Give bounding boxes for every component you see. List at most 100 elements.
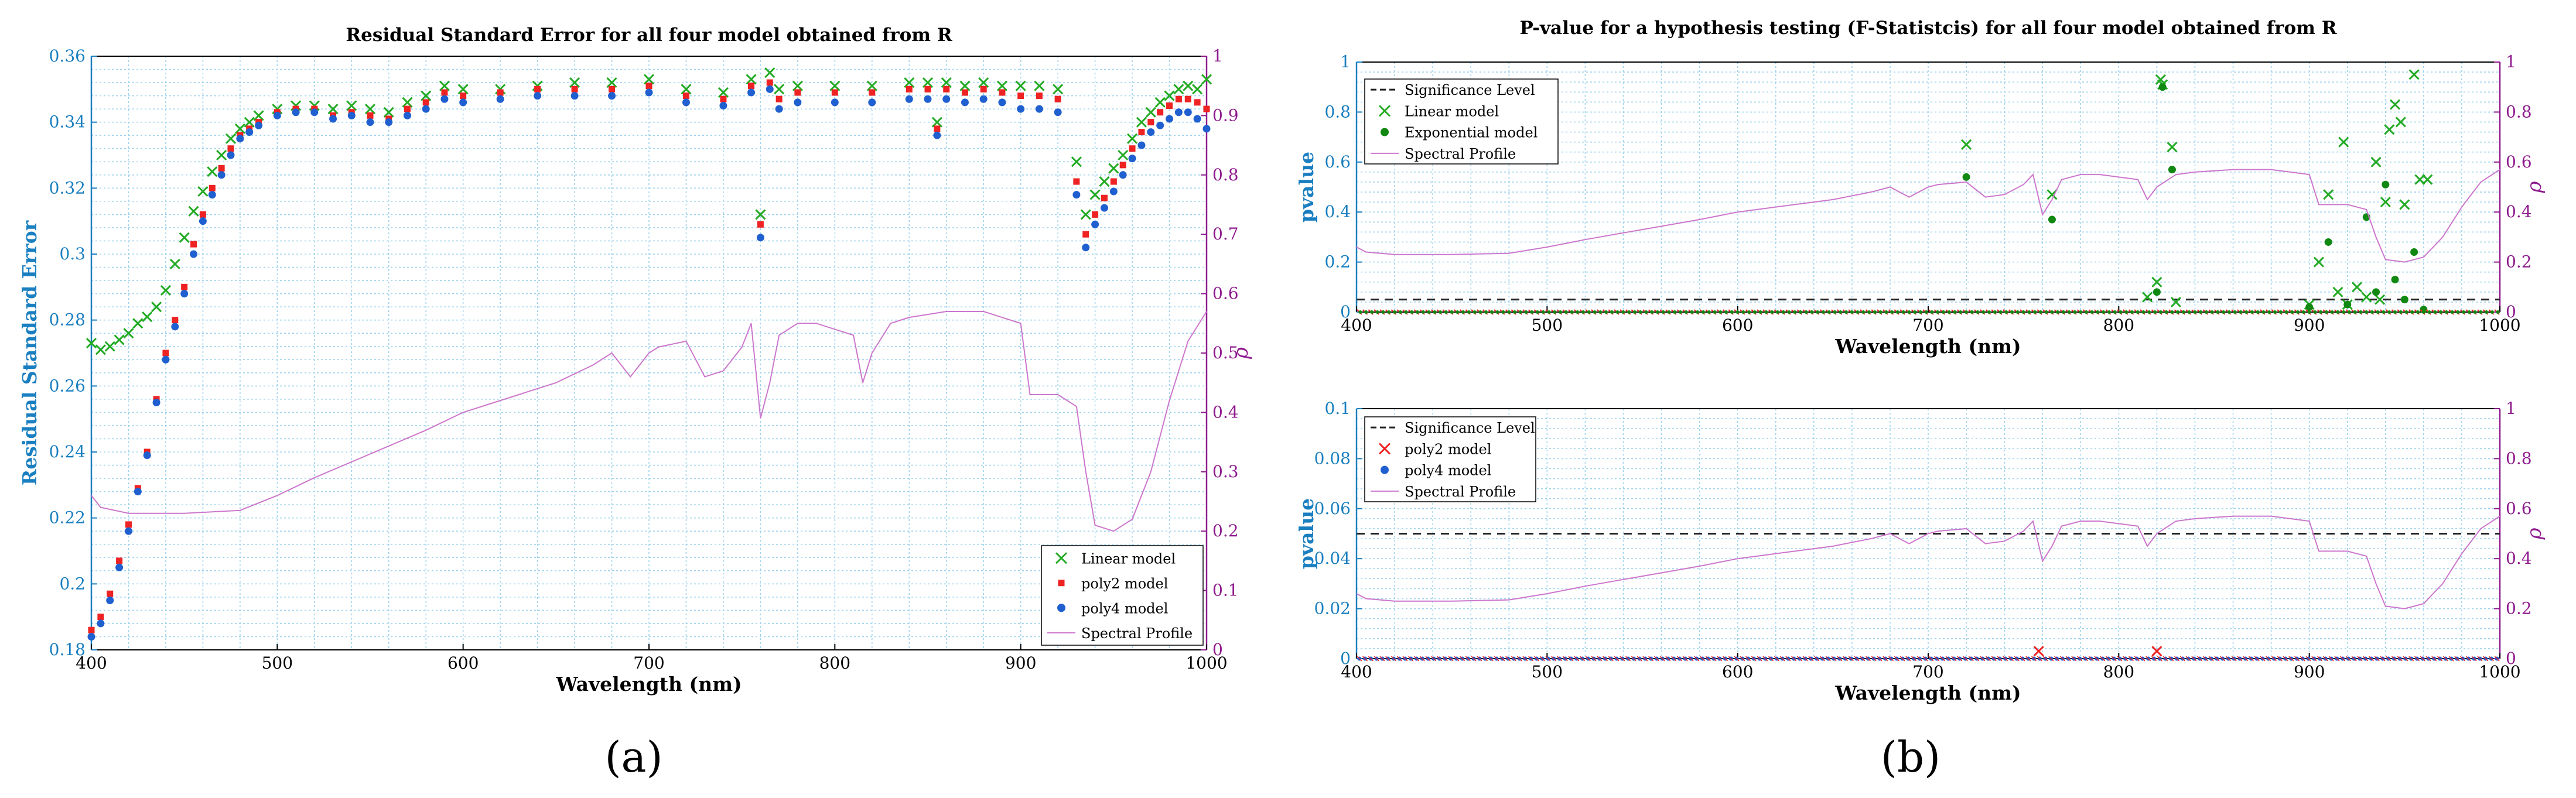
zero-marker: [2351, 656, 2357, 662]
zero-marker: [1970, 310, 1974, 314]
zero-marker: [2216, 310, 2220, 314]
data-point: [162, 355, 170, 364]
data-point: [866, 80, 877, 91]
zero-marker: [1381, 310, 1385, 314]
zero-marker: [1673, 310, 1677, 314]
zero-marker: [1676, 656, 1682, 662]
zero-marker: [1774, 656, 1779, 662]
data-point: [2361, 292, 2372, 303]
zero-marker: [1364, 310, 1368, 314]
data-point: [1100, 204, 1108, 212]
data-point: [115, 563, 124, 571]
zero-marker: [2151, 656, 2157, 662]
zero-marker: [1939, 656, 1945, 662]
zero-marker: [1408, 656, 1414, 662]
zero-marker: [2288, 656, 2294, 662]
data-point: [496, 95, 504, 103]
zero-marker: [1740, 656, 1745, 662]
data-point: [924, 95, 932, 103]
zero-marker: [2403, 656, 2408, 662]
y-tick-label: 0.2: [1324, 252, 1351, 272]
zero-marker: [1387, 310, 1391, 314]
zero-marker: [2077, 656, 2083, 662]
zero-marker: [2082, 656, 2088, 662]
data-point: [1127, 133, 1138, 144]
zero-marker: [1913, 310, 1917, 314]
zero-marker: [1696, 310, 1700, 314]
data-point: [2351, 282, 2363, 293]
right-y-tick-label: 1: [2506, 52, 2516, 71]
legend-swatch: [1057, 604, 1065, 612]
zero-marker: [2266, 656, 2271, 662]
data-point: [95, 344, 106, 355]
zero-marker: [1553, 310, 1557, 314]
right-y-tick-label: 0.8: [2506, 448, 2532, 468]
zero-marker: [2485, 310, 2489, 314]
y-tick-label: 0.28: [49, 310, 86, 330]
zero-marker: [1579, 656, 1586, 662]
legend-swatch: [1055, 552, 1068, 564]
zero-marker: [1764, 310, 1768, 314]
data-point: [2372, 288, 2380, 296]
data-point: [107, 590, 114, 597]
data-point: [134, 488, 142, 496]
x-tick-label: 700: [633, 653, 664, 673]
zero-marker: [1631, 656, 1637, 662]
zero-marker: [1816, 310, 1820, 314]
y-tick-label: 0.24: [49, 442, 86, 461]
zero-marker: [2014, 656, 2020, 662]
zero-marker: [1907, 310, 1911, 314]
zero-marker: [1603, 656, 1608, 662]
zero-marker: [1461, 310, 1465, 314]
zero-marker: [2187, 310, 2191, 314]
zero-marker: [1728, 656, 1734, 662]
series-spectral-profile: [1356, 169, 2500, 263]
zero-marker: [1460, 656, 1465, 662]
zero-marker: [2427, 310, 2431, 314]
chart-panel-3: 400 500 600 700 800 900 100000.020.040.060.080…: [1295, 399, 2546, 704]
zero-marker: [1524, 310, 1528, 314]
zero-marker: [2244, 310, 2249, 314]
data-point: [829, 80, 841, 91]
x-tick-label: 800: [2103, 662, 2134, 681]
zero-marker: [1991, 656, 1997, 662]
spectral-profile-line: [1356, 515, 2500, 609]
data-point: [2167, 142, 2178, 153]
zero-marker: [2176, 310, 2180, 314]
x-tick-label: 900: [1005, 653, 1036, 673]
zero-marker: [1899, 656, 1905, 662]
chart-panel-2: 400 500 600 700 800 900 100000.20.40.60.8100.2…: [1295, 18, 2546, 358]
zero-marker: [2425, 656, 2431, 662]
data-point: [404, 105, 411, 112]
data-point: [643, 74, 655, 85]
data-point: [1194, 99, 1201, 106]
legend-box: [1364, 78, 1559, 165]
zero-marker: [1928, 656, 1934, 662]
zero-marker: [2015, 310, 2020, 314]
zero-marker: [1781, 310, 1785, 314]
legend-label: Spectral Profile: [1081, 625, 1193, 642]
zero-marker: [1980, 656, 1986, 662]
zero-marker: [2147, 310, 2151, 314]
x-tick-label: 400: [76, 653, 107, 673]
y-tick-label: 0.18: [49, 640, 86, 659]
data-point: [245, 128, 254, 136]
data-point: [1082, 231, 1089, 238]
zero-marker: [2025, 656, 2031, 662]
data-point: [1174, 108, 1183, 117]
zero-marker: [2179, 656, 2185, 662]
zero-marker: [1752, 310, 1757, 314]
zero-marker: [1419, 656, 1425, 662]
zero-marker: [1837, 656, 1843, 662]
zero-marker: [1924, 310, 1928, 314]
data-point: [682, 98, 690, 107]
zero-marker: [1953, 310, 1957, 314]
zero-marker: [1518, 310, 1522, 314]
data-point: [208, 191, 216, 199]
zero-marker: [1895, 310, 1899, 314]
data-point: [1166, 115, 1174, 123]
data-point: [234, 123, 245, 134]
zero-marker: [1987, 310, 1991, 314]
right-y-tick-label: 0.6: [1212, 284, 1239, 303]
zero-marker: [1644, 310, 1648, 314]
